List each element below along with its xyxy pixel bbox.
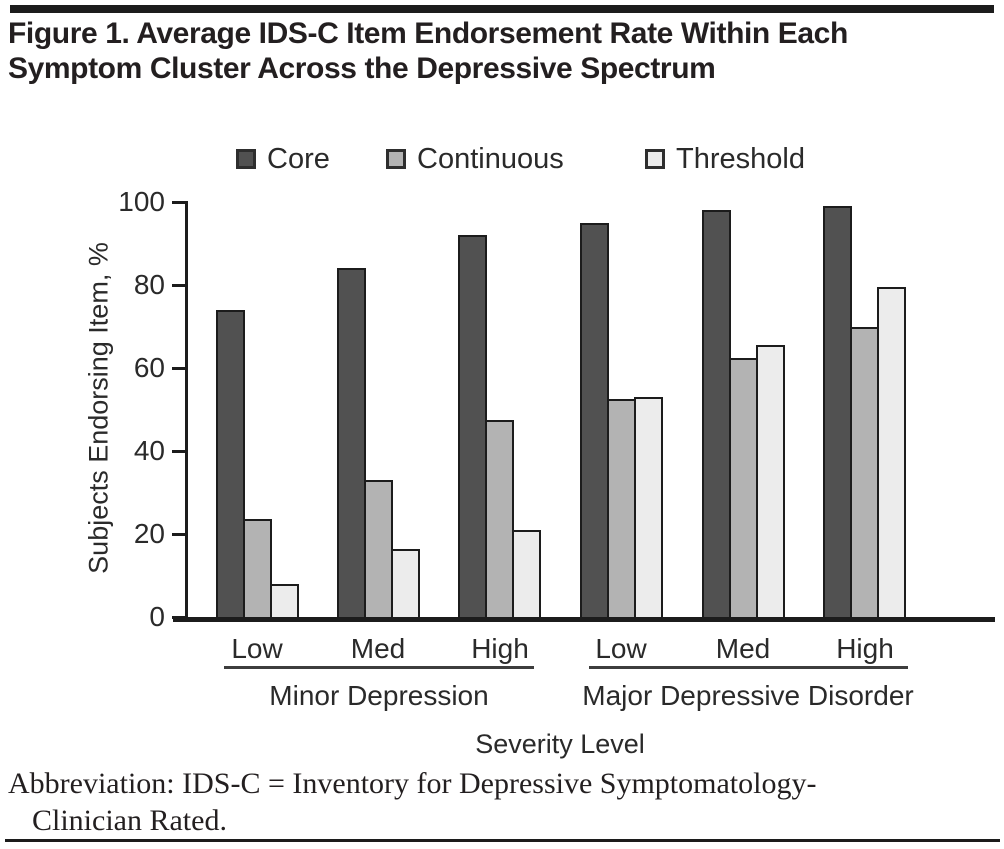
severity-tick-labels: Low Med High Low Med High	[0, 633, 1004, 667]
legend-swatch-threshold-icon	[645, 149, 665, 169]
bar-continuous-group1-low	[243, 519, 272, 617]
severity-label-5-med: Med	[715, 633, 771, 664]
legend-swatch-continuous-icon	[386, 149, 406, 169]
figure-title: Figure 1. Average IDS-C Item Endorsement…	[8, 16, 988, 86]
bar-core-group1-low	[216, 309, 245, 617]
footnote-line-2: Clinician Rated.	[32, 803, 227, 837]
major-depressive-disorder-underline	[589, 666, 908, 669]
legend-item-continuous: Continuous	[386, 142, 564, 175]
y-tick-100	[172, 200, 187, 204]
bar-threshold-group5-med	[756, 345, 785, 617]
x-axis-baseline	[173, 617, 995, 622]
plot-area: 0 20 40 60 80 100	[118, 186, 995, 632]
minor-depression-underline	[224, 666, 534, 669]
y-tick-label-80: 80	[133, 269, 165, 300]
bar-core-group5-med	[702, 210, 731, 617]
figure-title-line-1: Figure 1. Average IDS-C Item Endorsement…	[8, 17, 848, 50]
chart-legend: Core Continuous Threshold	[0, 142, 1004, 178]
legend-label-core: Core	[267, 142, 330, 175]
x-axis-title: Severity Level	[475, 729, 645, 759]
bar-threshold-group1-low	[270, 583, 299, 617]
severity-label-3-high: High	[471, 633, 529, 664]
y-tick-40	[172, 449, 187, 453]
bar-threshold-group6-high	[877, 287, 906, 617]
figure-bottom-rule	[5, 839, 1000, 842]
bar-continuous-group3-high	[485, 419, 514, 617]
y-tick-0	[172, 615, 187, 619]
severity-label-6-high: High	[836, 633, 894, 664]
bar-threshold-group4-low	[634, 397, 663, 617]
legend-item-threshold: Threshold	[645, 142, 805, 175]
y-tick-label-40: 40	[133, 435, 165, 466]
y-tick-label-20: 20	[133, 518, 165, 549]
y-tick-20	[172, 532, 187, 536]
y-tick-label-100: 100	[118, 186, 165, 217]
footnote: Abbreviation: IDS-C = Inventory for Depr…	[8, 766, 998, 839]
severity-label-1-low: Low	[231, 633, 283, 664]
footnote-line-1: Abbreviation: IDS-C = Inventory for Depr…	[8, 767, 817, 800]
legend-label-threshold: Threshold	[676, 142, 805, 175]
legend-label-continuous: Continuous	[417, 142, 564, 175]
severity-label-4-low: Low	[595, 633, 647, 664]
figure-top-rule	[10, 5, 994, 13]
bar-core-group2-med	[337, 268, 366, 617]
bar-continuous-group2-med	[364, 480, 393, 617]
y-tick-label-60: 60	[133, 352, 165, 383]
bar-continuous-group4-low	[607, 399, 636, 617]
figure-title-line-2: Symptom Cluster Across the Depressive Sp…	[8, 52, 716, 86]
bar-core-group4-low	[580, 222, 609, 617]
bar-threshold-group3-high	[512, 529, 541, 617]
y-tick-80	[172, 283, 187, 287]
bar-threshold-group2-med	[391, 548, 420, 617]
severity-label-2-med: Med	[350, 633, 406, 664]
cluster-label-minor-depression: Minor Depression	[269, 680, 489, 711]
bar-core-group3-high	[458, 235, 487, 617]
bar-continuous-group6-high	[850, 326, 879, 617]
legend-swatch-core-icon	[236, 149, 256, 169]
bar-core-group6-high	[823, 206, 852, 617]
bar-continuous-group5-med	[729, 357, 758, 617]
cluster-label-major-depressive-disorder: Major Depressive Disorder	[582, 680, 914, 711]
y-tick-60	[172, 366, 187, 370]
y-tick-label-0: 0	[149, 601, 165, 632]
y-axis-line	[185, 201, 188, 619]
legend-item-core: Core	[236, 142, 330, 175]
